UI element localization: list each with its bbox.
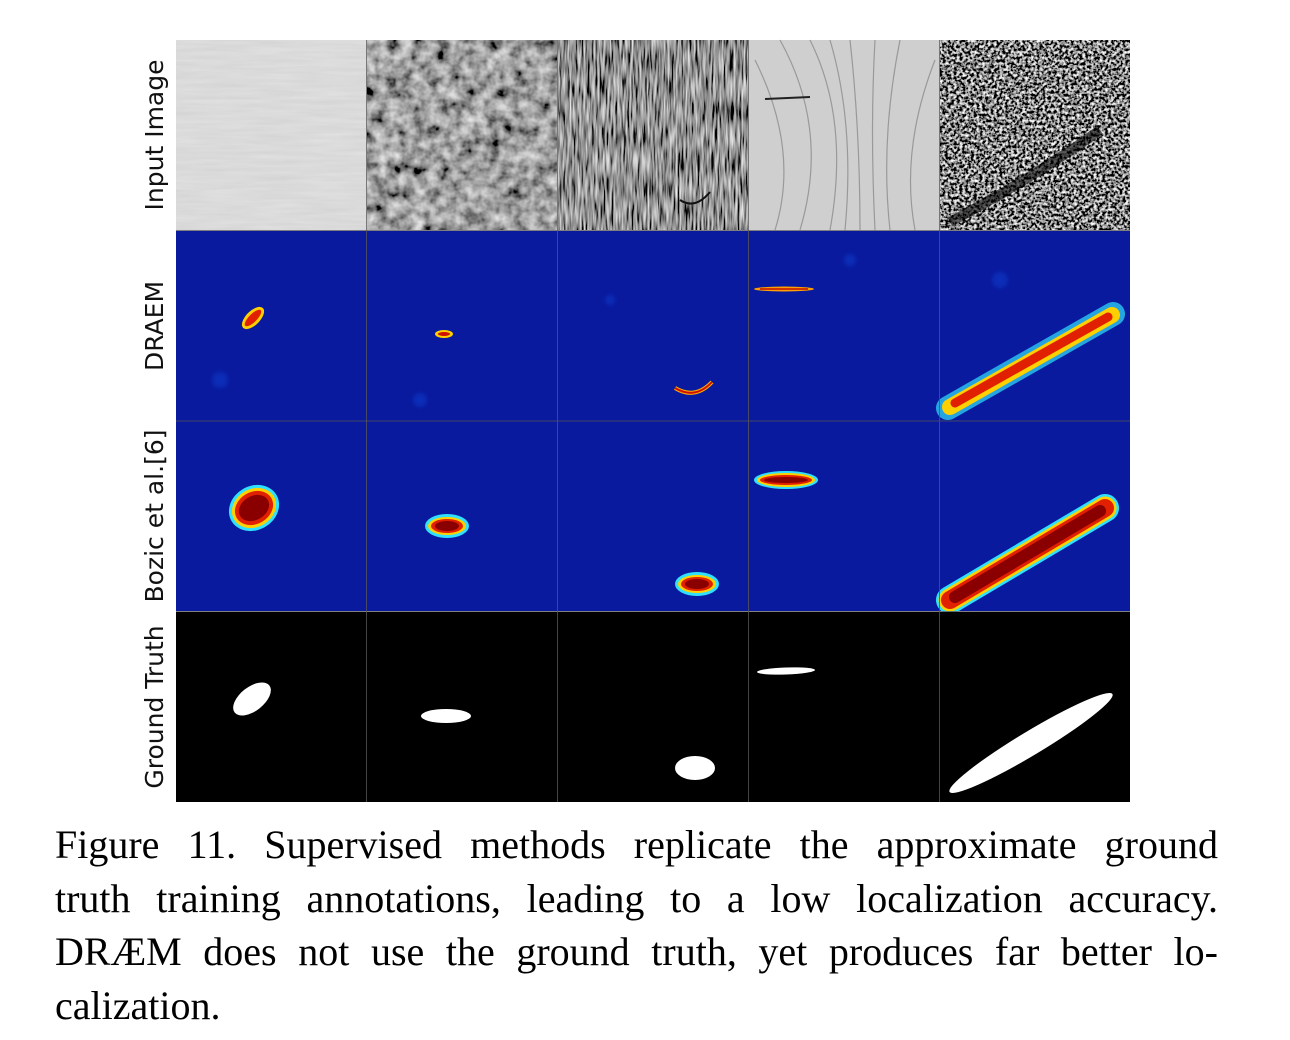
row-label: Bozic et al.[6] [140, 430, 169, 603]
cell-borders [176, 40, 1130, 802]
caption: Figure 11. Supervised methods replicate … [55, 818, 1218, 1032]
caption-line: calization. [55, 982, 221, 1028]
caption-line: DRÆM does not use the ground truth, yet … [55, 929, 1218, 974]
ground-truth-row [176, 612, 1130, 802]
draem-row [176, 231, 1130, 421]
row-label: DRAEM [140, 281, 169, 371]
row-label: Ground Truth [140, 625, 169, 788]
row-label: Input Image [140, 60, 169, 211]
caption-line: truth training annotations, leading to a… [55, 875, 1218, 921]
caption-line: Figure 11. Supervised methods replicate … [55, 822, 1218, 867]
bozic-row [176, 421, 1130, 614]
input-row [176, 39, 1130, 231]
figure: Input Image DRAEM Bozic et al.[6] Ground… [140, 39, 1130, 802]
